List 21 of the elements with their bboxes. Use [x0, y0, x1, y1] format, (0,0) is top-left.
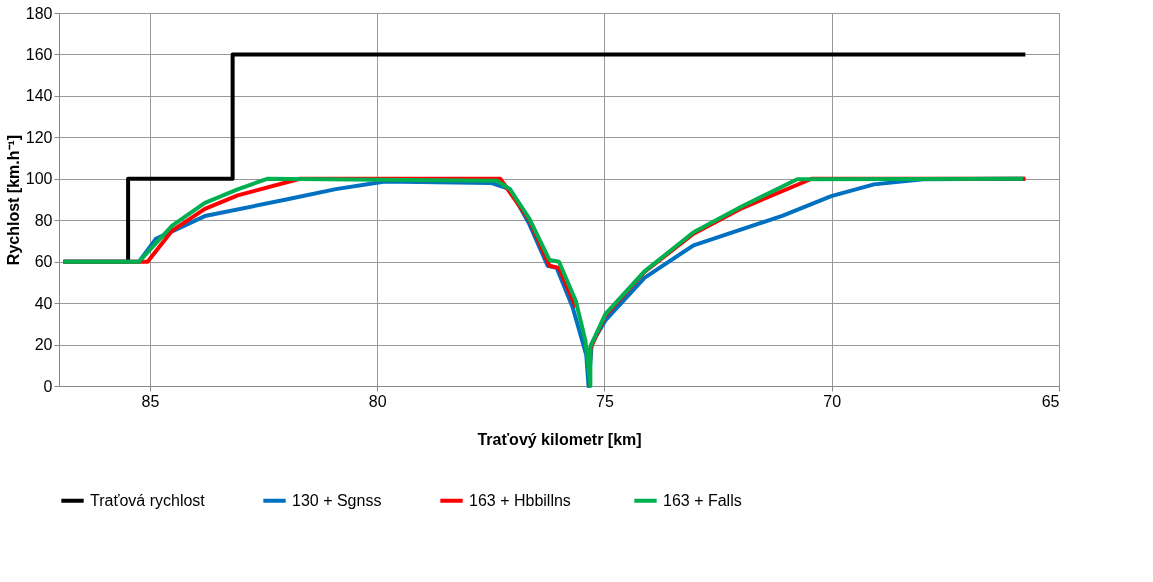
y-tick-label: 160 [25, 45, 53, 63]
y-tick-label: 140 [25, 87, 53, 105]
x-tick-label: 80 [368, 392, 387, 410]
y-tick-label: 80 [34, 211, 53, 229]
y-axis-title: Rychlost [km.h⁻¹] [4, 134, 22, 266]
y-tick-label: 40 [34, 294, 53, 312]
legend-label: 130 + Sgnss [292, 491, 382, 509]
x-tick-label: 75 [596, 392, 614, 410]
y-tick-label: 120 [25, 128, 53, 146]
x-tick-label: 70 [823, 392, 842, 410]
y-tick-label: 100 [25, 170, 53, 188]
legend-label: 163 + Hbbillns [469, 491, 571, 509]
x-axis-title: Traťový kilometr [km] [477, 430, 642, 448]
legend-label: 163 + Falls [663, 491, 742, 509]
x-tick-label: 85 [141, 392, 160, 410]
x-tick-label: 65 [1041, 392, 1060, 410]
y-tick-label: 0 [43, 377, 53, 395]
y-tick-label: 20 [34, 336, 53, 354]
legend-label: Traťová rychlost [90, 491, 206, 509]
y-tick-label: 60 [34, 253, 53, 271]
y-tick-label: 180 [25, 4, 53, 22]
